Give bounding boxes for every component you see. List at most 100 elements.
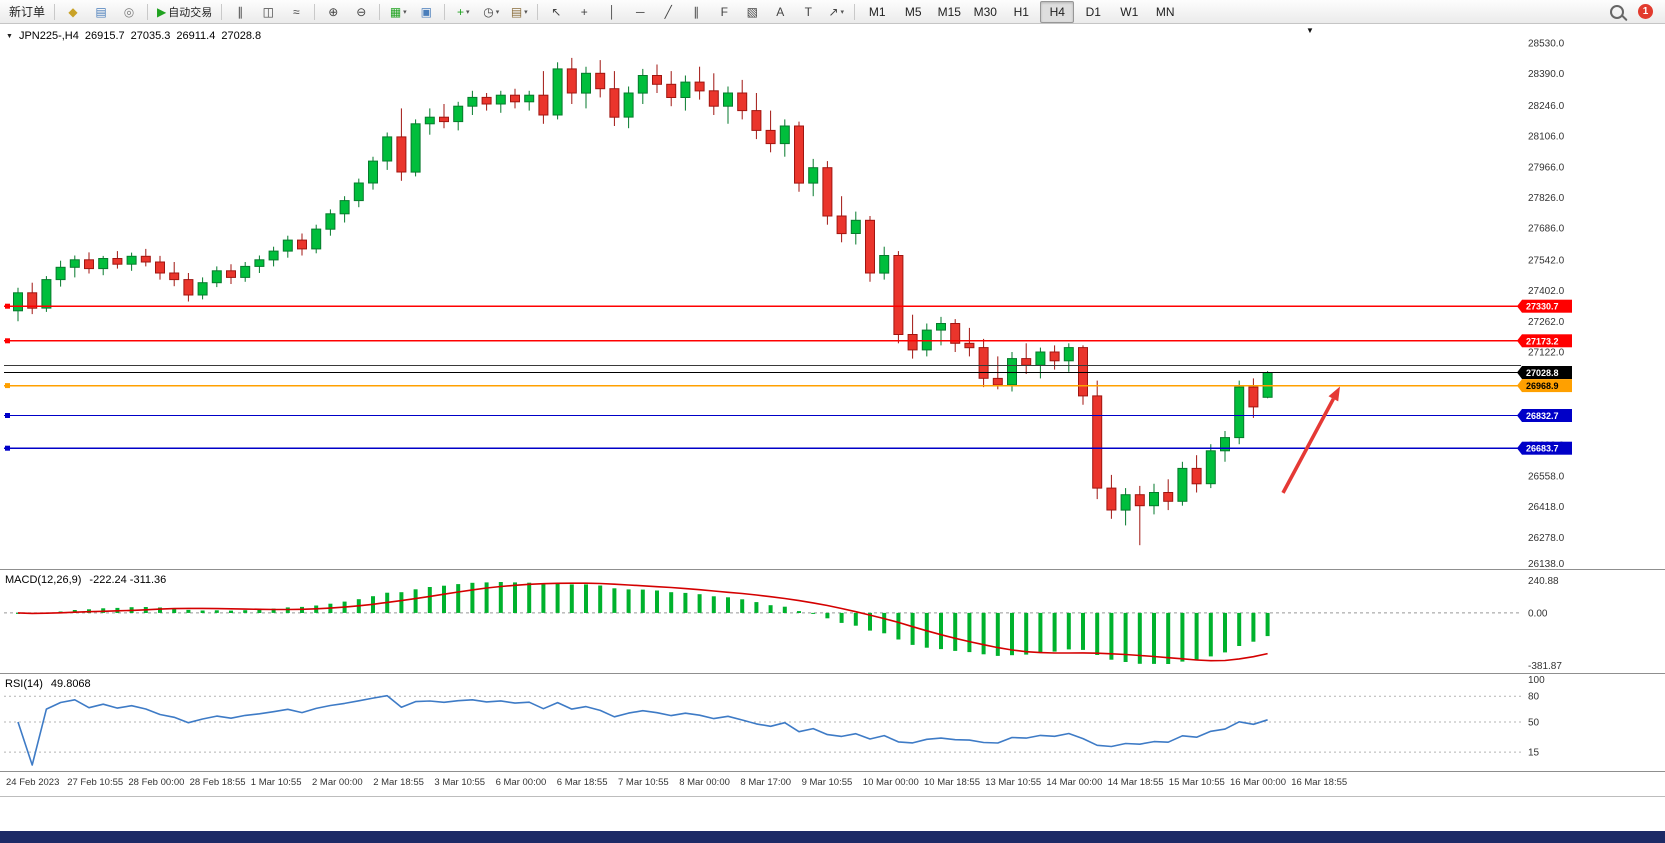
label-button[interactable]: T xyxy=(795,1,821,23)
toolbar-separator xyxy=(314,3,316,20)
timeframe-h1[interactable]: H1 xyxy=(1004,1,1038,23)
crosshair-icon: + xyxy=(580,4,588,19)
text-button[interactable]: A xyxy=(767,1,793,23)
time-label: 27 Feb 10:55 xyxy=(67,777,124,788)
toolbar-separator xyxy=(537,3,539,20)
periods-button[interactable]: ◷ ▾ xyxy=(478,1,504,23)
svg-text:26278.0: 26278.0 xyxy=(1528,533,1565,544)
rsi-value: 49.8068 xyxy=(50,678,91,690)
timeframe-w1[interactable]: W1 xyxy=(1112,1,1146,23)
arrows-button[interactable]: ↗ ▾ xyxy=(823,1,849,23)
time-label: 7 Mar 10:55 xyxy=(618,777,669,788)
line-chart-button[interactable]: ≈ xyxy=(283,1,309,23)
candlestick-chart: 28530.0 28390.0 28246.0 28106.0 27966.0 27826… xyxy=(4,39,1572,569)
svg-text:27966.0: 27966.0 xyxy=(1528,162,1565,173)
svg-text:27826.0: 27826.0 xyxy=(1528,193,1565,204)
macd-values: -222.24 -311.36 xyxy=(89,574,167,586)
time-label: 2 Mar 00:00 xyxy=(312,777,363,788)
price-chart-panel[interactable]: ▼ JPN225-,H4 26915.7 27035.3 26911.4 270… xyxy=(0,24,1665,569)
vertical-line-button[interactable]: │ xyxy=(599,1,625,23)
shapes-button[interactable]: ▧ xyxy=(739,1,765,23)
high-value: 27035.3 xyxy=(130,30,171,42)
market-watch-button[interactable]: ◆ xyxy=(60,1,86,23)
svg-text:27402.0: 27402.0 xyxy=(1528,286,1565,297)
timeframe-d1[interactable]: D1 xyxy=(1076,1,1110,23)
low-value: 26911.4 xyxy=(176,30,216,42)
time-label: 14 Mar 18:55 xyxy=(1107,777,1164,788)
text-icon: A xyxy=(776,4,785,19)
data-window-button[interactable]: ▤ xyxy=(88,1,114,23)
data-window-icon: ▤ xyxy=(95,4,107,19)
svg-text:28106.0: 28106.0 xyxy=(1528,132,1565,143)
timeframe-m5[interactable]: M5 xyxy=(896,1,930,23)
time-label: 6 Mar 00:00 xyxy=(495,777,547,788)
toolbar-separator xyxy=(854,3,856,20)
fibonacci-button[interactable]: F xyxy=(711,1,737,23)
label-icon: T xyxy=(804,4,812,19)
svg-text:100: 100 xyxy=(1528,675,1545,686)
search-icon[interactable] xyxy=(1610,4,1624,19)
time-label: 8 Mar 17:00 xyxy=(740,777,792,788)
rsi-panel[interactable]: RSI(14) 49.8068 100 80 50 15 xyxy=(0,673,1665,771)
svg-text:15: 15 xyxy=(1528,748,1540,759)
time-label: 10 Mar 18:55 xyxy=(924,777,980,788)
candlestick-chart-button[interactable]: ◫ xyxy=(255,1,281,23)
new-chart-button[interactable]: ▦ ▾ xyxy=(385,1,411,23)
svg-text:27122.0: 27122.0 xyxy=(1528,348,1565,359)
annotation-arrow[interactable] xyxy=(1281,397,1335,494)
bottom-status-bar xyxy=(0,831,1665,843)
trendline-button[interactable]: ╱ xyxy=(655,1,681,23)
line-chart-icon: ≈ xyxy=(292,4,300,19)
time-label: 3 Mar 10:55 xyxy=(434,777,486,788)
collapse-arrow-icon[interactable]: ▼ xyxy=(6,32,13,40)
dropdown-caret-icon: ▾ xyxy=(524,8,528,16)
fibonacci-icon: F xyxy=(720,4,728,19)
notification-badge[interactable]: 1 xyxy=(1638,4,1653,19)
auto-trading-button[interactable]: ▶ 自动交易 xyxy=(153,1,216,23)
chart-window: ▼ JPN225-,H4 26915.7 27035.3 26911.4 270… xyxy=(0,24,1665,843)
svg-text:26138.0: 26138.0 xyxy=(1528,559,1565,569)
periods-icon: ◷ xyxy=(483,4,494,19)
rsi-label: RSI(14) xyxy=(5,678,43,690)
zoom-in-button[interactable]: ⊕ xyxy=(320,1,346,23)
symbol-period: JPN225-,H4 xyxy=(18,30,79,42)
svg-text:26558.0: 26558.0 xyxy=(1528,471,1565,482)
timeframe-h4[interactable]: H4 xyxy=(1040,0,1075,23)
quote-line: ▼ JPN225-,H4 26915.7 27035.3 26911.4 270… xyxy=(6,30,261,42)
timeframe-m30[interactable]: M30 xyxy=(968,1,1002,23)
templates-button[interactable]: ▤ ▾ xyxy=(506,1,532,23)
timeframe-m15[interactable]: M15 xyxy=(932,1,966,23)
toolbar-separator xyxy=(147,3,149,20)
bar-chart-button[interactable]: ∥ xyxy=(227,1,253,23)
open-value: 26915.7 xyxy=(84,30,125,42)
cursor-icon: ↖ xyxy=(551,4,562,19)
zoom-out-button[interactable]: ⊖ xyxy=(348,1,374,23)
svg-text:26683.7: 26683.7 xyxy=(1526,444,1559,454)
timeframe-m1[interactable]: M1 xyxy=(860,1,894,23)
dropdown-caret-icon: ▾ xyxy=(840,8,845,16)
templates-icon: ▤ xyxy=(510,4,523,19)
timeframe-h1-label: H1 xyxy=(1013,4,1029,19)
cursor-button[interactable]: ↖ xyxy=(543,1,569,23)
macd-panel-label: MACD(12,26,9) -222.24 -311.36 xyxy=(5,574,166,586)
horizontal-line-button[interactable]: ─ xyxy=(627,1,653,23)
timeframe-m1-label: M1 xyxy=(868,4,886,19)
timeframe-m5-label: M5 xyxy=(904,4,922,19)
toolbar-right-group: 1 xyxy=(1610,4,1661,19)
macd-panel[interactable]: MACD(12,26,9) -222.24 -311.36 240.88 0.00… xyxy=(0,569,1665,673)
timeframe-mn[interactable]: MN xyxy=(1148,1,1182,23)
time-label: 8 Mar 00:00 xyxy=(679,777,730,788)
scroll-to-end-icon[interactable]: ▼ xyxy=(1306,26,1314,35)
dropdown-caret-icon: ▾ xyxy=(495,8,500,16)
channel-button[interactable]: ∥ xyxy=(683,1,709,23)
tile-windows-button[interactable]: ▣ xyxy=(413,1,439,23)
crosshair-button[interactable]: + xyxy=(571,1,597,23)
indicators-button[interactable]: + ▾ xyxy=(450,1,476,23)
navigator-button[interactable]: ◎ xyxy=(116,1,142,23)
vertical-line-icon: │ xyxy=(608,4,617,19)
dropdown-caret-icon: ▾ xyxy=(466,8,470,16)
svg-text:26418.0: 26418.0 xyxy=(1528,502,1565,513)
new-order-button[interactable]: 新订单 xyxy=(5,1,49,23)
time-label: 28 Feb 00:00 xyxy=(128,777,185,788)
time-axis[interactable]: 24 Feb 2023 27 Feb 10:55 28 Feb 00:00 28 Fe… xyxy=(0,771,1665,797)
